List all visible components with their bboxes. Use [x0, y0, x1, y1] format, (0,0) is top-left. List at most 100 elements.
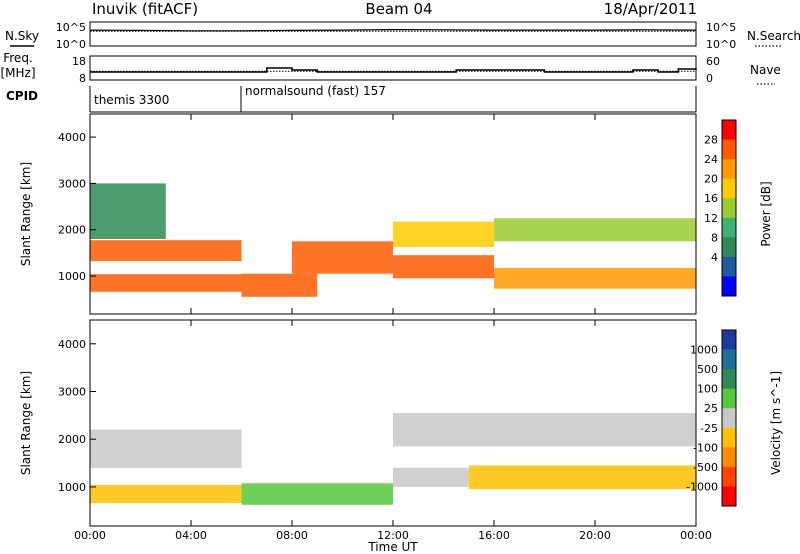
velocity-band — [90, 429, 242, 468]
velocity-heatmap — [90, 413, 697, 505]
range-tick-label: 2000 — [58, 224, 86, 237]
colorbar-swatch — [722, 369, 736, 389]
noise-panel: N.Sky 10^5 10^0 10^5 10^0 N.Search — [5, 21, 800, 51]
power-heatmap — [90, 183, 696, 297]
power-band — [90, 183, 166, 239]
freq-left-tick-top: 18 — [72, 55, 86, 68]
colorbar-tick-label: 4 — [711, 251, 718, 264]
range-tick-label: 1000 — [58, 270, 86, 283]
time-tick-label: 00:00 — [74, 529, 106, 542]
colorbar-tick-label: 500 — [697, 363, 718, 376]
colorbar-swatch — [722, 237, 736, 258]
freq-panel: Freq. [MHz] 18 8 60 0 Nave — [0, 51, 780, 85]
colorbar-tick-label: -25 — [700, 422, 718, 435]
velocity-panel: 1000 2000 3000 4000 Slant Range [km] 1000 50… — [19, 319, 783, 527]
range-tick-label: 4000 — [58, 338, 86, 351]
colorbar-swatch — [722, 447, 736, 468]
colorbar-tick-label: 28 — [704, 134, 718, 147]
colorbar-swatch — [722, 349, 736, 370]
range-tick-label: 4000 — [58, 131, 86, 144]
colorbar-frame — [721, 329, 737, 507]
range-tick-label: 3000 — [58, 386, 86, 399]
freq-label-line2: [MHz] — [0, 66, 35, 80]
power-colorbar-label: Power [dB] — [759, 181, 773, 246]
time-tick-label: 16:00 — [478, 529, 510, 542]
colorbar-tick-label: 25 — [704, 402, 718, 415]
velocity-band — [241, 483, 393, 505]
beam-title: Beam 04 — [365, 0, 432, 18]
power-band — [393, 221, 494, 248]
colorbar-swatch — [722, 276, 736, 297]
noise-right-label: N.Search — [747, 29, 800, 43]
colorbar-swatch — [722, 330, 736, 350]
colorbar-tick-label: 100 — [697, 383, 718, 396]
velocity-band — [90, 485, 242, 504]
colorbar-swatch — [722, 139, 736, 160]
colorbar-swatch — [722, 427, 736, 448]
range-tick-label: 3000 — [58, 177, 86, 190]
power-ylabel: Slant Range [km] — [19, 162, 33, 266]
freq-left-tick-bottom: 8 — [79, 72, 86, 85]
cpid-bar: CPID themis 3300 normalsound (fast) 157 — [6, 84, 697, 113]
freq-label-line1: Freq. — [3, 51, 33, 65]
colorbar-swatch — [722, 198, 736, 219]
cpid-label: CPID — [6, 89, 38, 103]
date-title: 18/Apr/2011 — [604, 0, 697, 18]
colorbar-frame — [721, 119, 737, 297]
power-band — [90, 240, 242, 261]
power-colorbar: 28 24 20 16 12 8 4 — [704, 119, 737, 297]
cpid-segment-1: themis 3300 — [94, 93, 169, 107]
colorbar-swatch — [722, 408, 736, 429]
colorbar-swatch — [722, 466, 736, 487]
time-tick-label: 00:00 — [680, 529, 712, 542]
noise-right-tick-top: 10^5 — [706, 21, 736, 34]
colorbar-tick-label: 20 — [704, 173, 718, 186]
colorbar-swatch — [722, 486, 736, 507]
colorbar-swatch — [722, 388, 736, 409]
velocity-band — [393, 413, 696, 447]
nave-label: Nave — [750, 63, 781, 77]
velocity-colorbar: 1000 500 100 25 -25 -100 -500 -1000 — [686, 329, 737, 507]
noise-right-tick-bottom: 10^0 — [706, 38, 736, 51]
colorbar-swatch — [722, 178, 736, 199]
cpid-segment-2: normalsound (fast) 157 — [245, 84, 386, 98]
radar-title: Inuvik (fitACF) — [92, 0, 198, 18]
colorbar-tick-label: 12 — [704, 212, 718, 225]
colorbar-swatch — [722, 217, 736, 238]
velocity-colorbar-label: Velocity [m s^-1] — [769, 371, 783, 475]
colorbar-tick-label: 24 — [704, 153, 718, 166]
noise-left-label: N.Sky — [5, 29, 39, 43]
noise-panel-frame — [89, 21, 697, 47]
velocity-band — [393, 467, 469, 487]
power-band — [292, 241, 393, 274]
colorbar-tick-label: 1000 — [690, 344, 718, 357]
colorbar-tick-label: 16 — [704, 192, 718, 205]
colorbar-swatch — [722, 120, 736, 140]
power-yticks: 1000 2000 3000 4000 — [58, 131, 96, 283]
colorbar-tick-label: -500 — [693, 461, 718, 474]
power-band — [90, 274, 242, 292]
power-band — [393, 255, 494, 279]
nave-right-tick-top: 60 — [706, 55, 720, 68]
colorbar-tick-label: -100 — [693, 441, 718, 454]
time-tick-label: 08:00 — [276, 529, 308, 542]
power-band — [241, 273, 318, 297]
time-axis-label: Time UT — [367, 540, 418, 554]
power-band — [494, 267, 696, 289]
velocity-band — [468, 465, 697, 490]
velocity-yticks: 1000 2000 3000 4000 — [58, 338, 96, 494]
colorbar-swatch — [722, 159, 736, 179]
range-tick-label: 1000 — [58, 481, 86, 494]
noise-left-tick-top: 10^5 — [56, 21, 86, 34]
nave-right-tick-bottom: 0 — [706, 72, 713, 85]
time-axis: 00:00 04:00 08:00 12:00 16:00 20:00 00:00 — [74, 114, 712, 542]
power-band — [494, 218, 696, 242]
time-tick-label: 04:00 — [175, 529, 207, 542]
time-tick-label: 20:00 — [579, 529, 611, 542]
range-tick-label: 2000 — [58, 433, 86, 446]
time-tick-label: 12:00 — [377, 529, 409, 542]
noise-sky-series — [89, 28, 697, 32]
velocity-ylabel: Slant Range [km] — [19, 371, 33, 475]
